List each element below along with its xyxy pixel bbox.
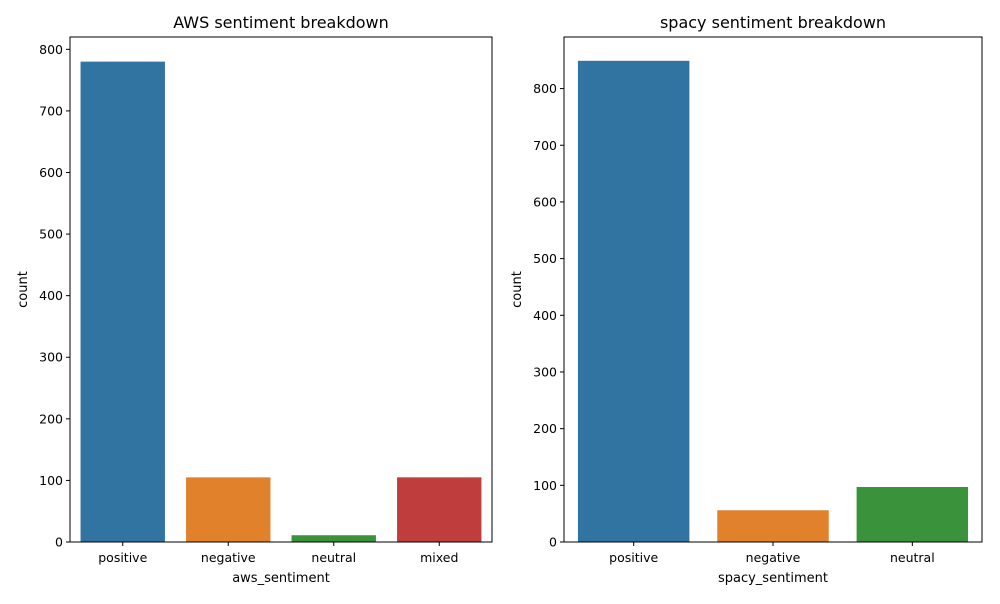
chart-1-ytick-label: 100 [39,473,63,488]
chart-1-xtick-label: neutral [311,550,356,565]
chart-2-bar-negative [717,510,829,542]
chart-1-plot-frame [69,36,493,543]
chart-2-ytick-label: 200 [533,421,557,436]
chart-2-xtick-label: neutral [890,550,935,565]
chart-2-ytick-label: 500 [533,251,557,266]
chart-1-ytick-label: 800 [39,42,63,57]
chart-2-title: spacy sentiment breakdown [660,13,886,32]
chart-2-xlabel: spacy_sentiment [718,571,828,586]
chart-2-xtick-label: positive [609,550,658,565]
chart-1-ytick-label: 300 [39,350,63,365]
chart-2-ytick-label: 100 [533,478,557,493]
chart-1-xtick-label: negative [201,550,256,565]
chart-1-ytick-label: 0 [55,535,63,550]
chart-1-bar-negative [186,477,271,542]
chart-2-ytick-label: 300 [533,364,557,379]
chart-2-ytick-label: 700 [533,138,557,153]
chart-1-ytick-label: 200 [39,411,63,426]
chart-1-bar-mixed [397,477,482,542]
chart-1-title: AWS sentiment breakdown [173,13,389,32]
chart-1-bar-positive [80,61,165,542]
chart-1-ytick-label: 500 [39,227,63,242]
chart-1-bar-neutral [291,535,376,542]
chart-2-ytick-label: 0 [549,535,557,550]
chart-1-ytick-label: 600 [39,165,63,180]
chart-2-ytick-label: 400 [533,308,557,323]
chart-1-xlabel: aws_sentiment [232,571,330,586]
chart-2-bar-neutral [856,487,969,542]
chart-2-ytick-label: 800 [533,81,557,96]
chart-2-bar-positive [577,60,690,543]
chart-1-ytick-label: 700 [39,103,63,118]
chart-1-xtick-label: mixed [420,550,458,565]
chart-1-ytick-label: 400 [39,288,63,303]
chart-2-xtick-label: negative [746,550,801,565]
chart-1-xtick-label: positive [98,550,147,565]
chart-2-ytick-label: 600 [533,194,557,209]
chart-2-ylabel: count [510,271,525,308]
chart-1-ylabel: count [16,271,31,308]
